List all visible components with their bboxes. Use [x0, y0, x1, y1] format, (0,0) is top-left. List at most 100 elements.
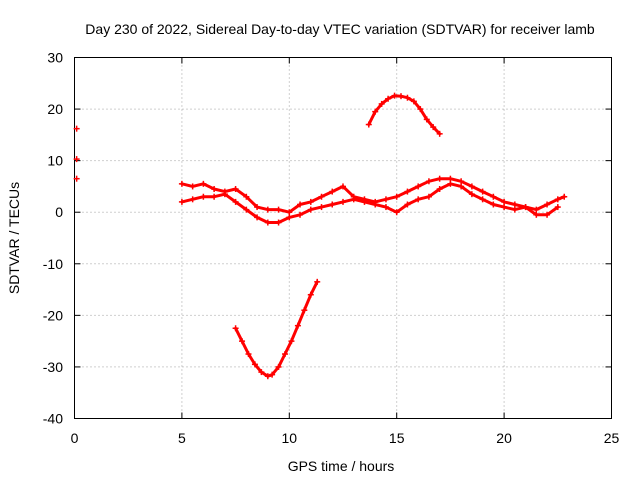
- data-point: [340, 198, 346, 205]
- data-point: [178, 198, 185, 205]
- x-tick-label: 20: [496, 430, 512, 446]
- data-point: [423, 116, 430, 123]
- y-tick-label: 10: [47, 153, 63, 169]
- data-point: [329, 201, 336, 208]
- y-tick-label: -20: [43, 307, 63, 323]
- data-point: [307, 291, 314, 298]
- series-line: [234, 280, 319, 378]
- data-point: [544, 201, 551, 208]
- data-point: [417, 106, 424, 113]
- data-point: [430, 124, 437, 131]
- data-point: [340, 183, 346, 190]
- data-point: [372, 108, 379, 115]
- data-point: [436, 186, 443, 193]
- series-arc-dip: [232, 278, 321, 380]
- data-point: [561, 193, 568, 200]
- data-point: [297, 211, 304, 218]
- data-point: [382, 196, 389, 203]
- data-point: [425, 193, 432, 200]
- data-point: [178, 180, 185, 187]
- data-point: [350, 196, 357, 203]
- data-point: [468, 191, 475, 198]
- data-point: [479, 188, 486, 195]
- data-point: [382, 204, 389, 211]
- data-point: [522, 204, 529, 211]
- data-point: [393, 209, 400, 216]
- data-point: [385, 95, 392, 102]
- plot-frame: [74, 57, 612, 419]
- data-point: [501, 198, 508, 205]
- x-tick-label: 5: [178, 430, 186, 446]
- data-point: [511, 201, 518, 208]
- series-arc-hump: [365, 92, 443, 137]
- data-point: [211, 193, 218, 200]
- data-point: [318, 193, 325, 200]
- data-point: [404, 94, 411, 101]
- data-point: [286, 209, 293, 216]
- data-point: [269, 371, 276, 378]
- data-point: [264, 206, 271, 213]
- data-point: [251, 361, 258, 368]
- data-point: [544, 211, 551, 218]
- data-point: [200, 193, 207, 200]
- data-point: [243, 193, 250, 200]
- data-point: [264, 219, 271, 226]
- data-point: [404, 188, 411, 195]
- data-point: [479, 196, 486, 203]
- x-axis-label: GPS time / hours: [288, 458, 395, 474]
- data-point: [275, 219, 282, 226]
- data-point: [391, 92, 398, 99]
- data-point: [554, 196, 561, 203]
- data-point: [294, 322, 301, 329]
- y-tick-label: -30: [43, 359, 63, 375]
- data-point: [361, 198, 368, 205]
- data-point: [282, 351, 289, 358]
- y-tick-label: -40: [43, 411, 63, 427]
- data-point: [436, 175, 443, 182]
- grid: [74, 57, 612, 419]
- data-point: [232, 186, 239, 193]
- data-series: [73, 92, 568, 380]
- data-point: [468, 183, 475, 190]
- data-point: [410, 98, 417, 105]
- data-point: [200, 180, 207, 187]
- axis-ticks: [74, 57, 612, 419]
- series-edge-points: [73, 125, 80, 182]
- data-point: [329, 188, 336, 195]
- y-tick-label: 30: [47, 50, 63, 66]
- data-point: [415, 196, 422, 203]
- data-point: [372, 201, 379, 208]
- data-point: [232, 325, 239, 332]
- data-point: [307, 198, 314, 205]
- data-point: [73, 156, 80, 163]
- data-point: [436, 130, 443, 137]
- x-tick-label: 25: [604, 430, 620, 446]
- x-tick-label: 10: [282, 430, 298, 446]
- data-point: [393, 193, 400, 200]
- data-point: [490, 193, 497, 200]
- data-point: [245, 351, 252, 358]
- data-point: [404, 201, 411, 208]
- y-tick-label: 20: [47, 101, 63, 117]
- series-line: [367, 94, 442, 136]
- data-point: [511, 206, 518, 213]
- data-point: [378, 100, 385, 107]
- data-point: [239, 338, 246, 345]
- data-point: [554, 204, 561, 211]
- data-point: [533, 206, 540, 213]
- data-point: [275, 206, 282, 213]
- data-point: [254, 204, 261, 211]
- data-point: [458, 178, 465, 185]
- series-band-lower: [178, 180, 561, 226]
- y-axis-label: SDTVAR / TECUs: [6, 182, 22, 294]
- data-point: [73, 175, 80, 182]
- data-point: [415, 183, 422, 190]
- data-point: [264, 373, 271, 380]
- data-point: [318, 204, 325, 211]
- data-point: [189, 196, 196, 203]
- data-point: [447, 175, 454, 182]
- data-point: [297, 201, 304, 208]
- data-point: [189, 183, 196, 190]
